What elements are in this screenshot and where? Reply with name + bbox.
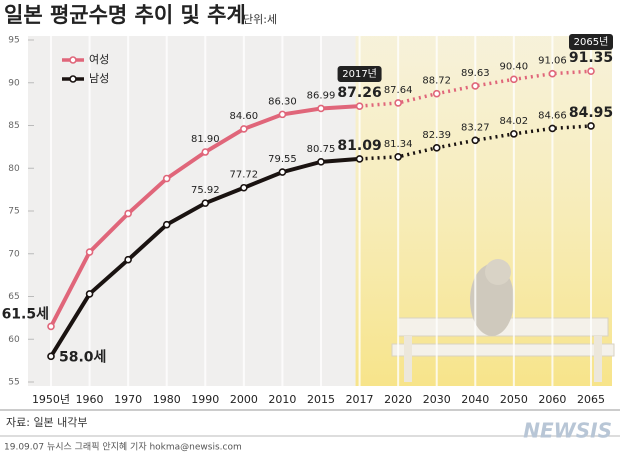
- credit: 19.09.07 뉴시스 그래픽 안지혜 기자 hokma@newsis.com: [4, 441, 242, 453]
- value-label: 86.99: [307, 90, 336, 101]
- y-tick-label: 90: [8, 78, 20, 88]
- value-label: 84.60: [230, 111, 259, 122]
- annotation: 2065년: [574, 36, 609, 48]
- point: [201, 199, 210, 207]
- value-label: 83.27: [461, 122, 490, 133]
- point: [240, 125, 248, 133]
- x-tick-label: 1980: [153, 393, 181, 406]
- point: [317, 158, 325, 166]
- point: [85, 290, 94, 298]
- bench-leg: [594, 336, 602, 382]
- x-tick-label: 2060: [538, 393, 566, 406]
- annotation-box: [569, 34, 613, 50]
- value-label: 91.35: [569, 50, 613, 66]
- legend-label: 여성: [89, 53, 109, 66]
- point: [85, 248, 94, 256]
- point: [47, 352, 55, 361]
- point: [394, 152, 402, 161]
- value-label: 84.95: [569, 105, 613, 121]
- value-label: 58.0세: [59, 349, 106, 365]
- value-label: 91.06: [538, 56, 567, 67]
- y-tick-label: 80: [8, 164, 20, 174]
- value-label: 84.66: [538, 110, 567, 121]
- point: [587, 122, 595, 130]
- value-label: 87.64: [384, 85, 413, 96]
- annotation: 2017년: [342, 68, 377, 80]
- bench-seat: [391, 343, 615, 357]
- point: [278, 110, 287, 119]
- x-tick-label: 2010: [268, 393, 296, 406]
- value-label: 81.09: [337, 138, 381, 154]
- point: [47, 322, 55, 331]
- point: [162, 174, 171, 183]
- value-label: 80.75: [307, 144, 336, 155]
- value-label: 86.30: [268, 96, 297, 107]
- point: [124, 209, 132, 218]
- point: [471, 136, 480, 145]
- bench-leg: [404, 336, 412, 382]
- y-tick-label: 55: [8, 378, 19, 388]
- point: [162, 220, 171, 229]
- annotation-box: [337, 66, 382, 82]
- x-tick-label: 2065: [577, 393, 605, 406]
- value-label: 87.26: [337, 85, 381, 101]
- value-label: 82.39: [422, 130, 451, 141]
- value-label: 79.55: [268, 154, 297, 165]
- point: [510, 130, 518, 138]
- x-tick-label: 2020: [384, 393, 412, 406]
- x-tick-label: 2015: [307, 393, 335, 406]
- y-tick-label: 75: [8, 207, 19, 217]
- value-label: 90.40: [500, 61, 529, 72]
- legend-label: 남성: [89, 72, 109, 85]
- point: [201, 148, 210, 156]
- y-tick-label: 70: [8, 249, 20, 259]
- point: [548, 69, 557, 78]
- value-label: 75.92: [191, 185, 220, 196]
- point: [355, 155, 364, 163]
- y-tick-label: 65: [8, 292, 19, 302]
- x-tick-label: 1960: [76, 393, 104, 406]
- x-tick-label: 2017: [346, 393, 374, 406]
- x-tick-label: 2040: [461, 393, 489, 406]
- x-tick-label: 2050: [500, 393, 528, 406]
- point: [510, 75, 518, 84]
- point: [587, 67, 595, 76]
- x-tick-label: 1950년: [32, 393, 70, 406]
- point: [432, 89, 441, 98]
- watermark: NEWSIS: [523, 419, 612, 443]
- x-tick-label: 1970: [114, 393, 142, 406]
- legend-marker: [69, 75, 77, 83]
- point: [548, 124, 557, 133]
- x-tick-label: 1990: [191, 393, 219, 406]
- y-tick-label: 60: [8, 335, 20, 345]
- value-label: 61.5세: [2, 306, 49, 322]
- value-label: 81.34: [384, 139, 413, 150]
- value-label: 88.72: [422, 76, 451, 87]
- chart-title: 일본 평균수명 추이 및 추계: [4, 3, 246, 27]
- source: 자료: 일본 내각부: [6, 415, 88, 429]
- y-tick-label: 95: [8, 36, 19, 46]
- legend-marker: [69, 56, 77, 64]
- point: [355, 102, 364, 110]
- point: [317, 104, 325, 113]
- point: [432, 144, 441, 152]
- x-tick-label: 2030: [423, 393, 451, 406]
- value-label: 89.63: [461, 68, 490, 79]
- value-label: 84.02: [500, 116, 529, 127]
- x-tick-label: 2000: [230, 393, 258, 406]
- y-tick-label: 85: [8, 121, 19, 131]
- value-label: 77.72: [230, 170, 259, 181]
- point: [124, 255, 132, 264]
- point: [394, 99, 402, 107]
- point: [278, 168, 287, 176]
- point: [471, 82, 480, 90]
- value-label: 81.90: [191, 134, 220, 145]
- point: [240, 183, 248, 192]
- unit-label: 단위:세: [243, 13, 277, 26]
- person-head: [485, 259, 511, 285]
